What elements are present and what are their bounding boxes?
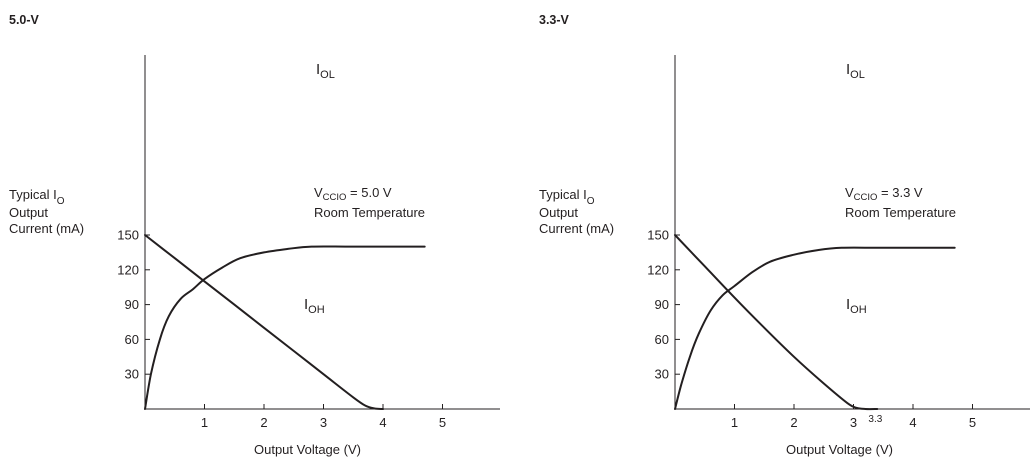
y-tick-label: 150 [647, 228, 669, 243]
y-tick-label: 150 [117, 228, 139, 243]
annotation-temperature: Room Temperature [314, 205, 426, 220]
y-tick-label: 120 [647, 262, 669, 277]
series-line-ioh [144, 234, 384, 410]
series-label-iol: IOL [846, 61, 865, 81]
annotation-value: = 5.0 V [346, 185, 392, 200]
series-label-ioh-main: I [304, 296, 309, 313]
x-tick-label: 4 [909, 415, 916, 430]
series-line-ioh [674, 234, 879, 411]
y-tick-label: 30 [125, 367, 139, 382]
condition-annotation: VCCIO = 3.3 V Room Temperature [845, 184, 956, 222]
chart-panel-5v: 5.0-V Typical IO Output Current (mA) 30 6… [0, 0, 515, 461]
x-axis-label: Output Voltage (V) [254, 442, 361, 457]
x-tick-label: 1 [201, 415, 208, 430]
y-tick-label: 90 [125, 297, 139, 312]
y-axis-label-line3: Current (mA) [9, 221, 85, 236]
x-tick-label: 5 [439, 415, 446, 430]
y-axis-label-line2: Output [539, 205, 579, 220]
y-axis-label-line3: Current (mA) [539, 221, 615, 236]
y-axis-label-prefix: Typical I [9, 187, 57, 202]
x-tick-label: 3 [850, 415, 857, 430]
series-label-ioh-main: I [846, 296, 851, 313]
y-tick-label: 30 [655, 367, 669, 382]
y-axis-label-sub: O [586, 196, 595, 207]
y-tick-label: 90 [655, 297, 669, 312]
y-tick-label: 60 [655, 332, 669, 347]
series-label-ioh: IOH [304, 296, 325, 316]
chart-title: 3.3-V [539, 13, 569, 27]
series-label-ioh-sub: OH [850, 304, 867, 316]
x-axis-label: Output Voltage (V) [786, 442, 893, 457]
y-tick-label: 120 [117, 262, 139, 277]
series-label-iol-main: I [846, 61, 851, 78]
annotation-v-sub: CCIO [853, 192, 878, 203]
series-line-iol [144, 245, 426, 410]
annotation-v-sub: CCIO [322, 192, 347, 203]
y-axis-label-line2: Output [9, 205, 49, 220]
x-tick-label: 1 [731, 415, 738, 430]
y-tick-label: 60 [125, 332, 139, 347]
x-tick-label: 5 [969, 415, 976, 430]
chart-title: 5.0-V [9, 13, 39, 27]
x-tick-label: 3 [320, 415, 327, 430]
x-tick-label: 2 [260, 415, 267, 430]
annotation-temperature: Room Temperature [845, 205, 957, 220]
series-label-iol: IOL [316, 61, 335, 81]
y-axis-label-prefix: Typical I [539, 187, 587, 202]
annotation-v: V [845, 185, 854, 200]
y-axis-label: Typical IO Output Current (mA) [9, 187, 84, 237]
annotation-v: V [314, 185, 323, 200]
series-label-ioh-sub: OH [308, 304, 325, 316]
x-tick-label: 2 [790, 415, 797, 430]
x-extra-label: 3.3 [868, 414, 882, 425]
y-axis-label-sub: O [56, 196, 65, 207]
annotation-value: = 3.3 V [877, 185, 923, 200]
y-axis-label: Typical IO Output Current (mA) [539, 187, 614, 237]
plot-area: 30 60 90 120 150 1 2 3 4 5 3.3 [647, 55, 1030, 430]
series-label-iol-sub: OL [850, 69, 865, 81]
series-line-iol [674, 246, 956, 410]
chart-panel-3v3: 3.3-V Typical IO Output Current (mA) 30 6… [530, 0, 1031, 461]
plot-area: 30 60 90 120 150 1 2 3 4 5 [117, 55, 500, 430]
series-label-ioh: IOH [846, 296, 867, 316]
x-tick-label: 4 [379, 415, 386, 430]
condition-annotation: VCCIO = 5.0 V Room Temperature [314, 184, 425, 222]
series-label-iol-main: I [316, 61, 321, 78]
series-label-iol-sub: OL [320, 69, 335, 81]
